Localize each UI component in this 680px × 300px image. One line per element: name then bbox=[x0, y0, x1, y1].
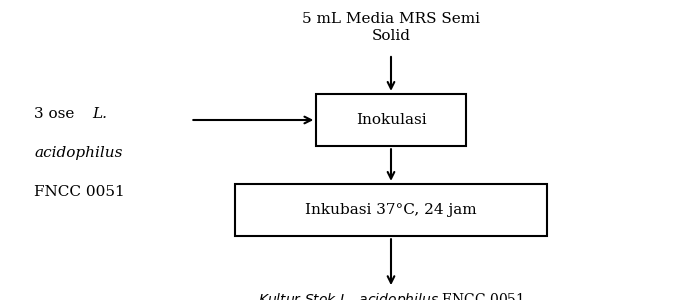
Text: 5 mL Media MRS Semi
Solid: 5 mL Media MRS Semi Solid bbox=[302, 12, 480, 43]
Text: $\it{Kultur\ Stok\ L.\ acidophilus}$ FNCC 0051: $\it{Kultur\ Stok\ L.\ acidophilus}$ FNC… bbox=[258, 291, 524, 300]
Text: L.: L. bbox=[92, 107, 107, 121]
Text: acidophilus: acidophilus bbox=[34, 146, 122, 160]
Text: Inkubasi 37°C, 24 jam: Inkubasi 37°C, 24 jam bbox=[305, 203, 477, 217]
FancyBboxPatch shape bbox=[316, 94, 466, 146]
FancyBboxPatch shape bbox=[235, 184, 547, 236]
Text: FNCC 0051: FNCC 0051 bbox=[34, 185, 124, 199]
Text: Inokulasi: Inokulasi bbox=[356, 113, 426, 127]
Text: 3 ose: 3 ose bbox=[34, 107, 80, 121]
